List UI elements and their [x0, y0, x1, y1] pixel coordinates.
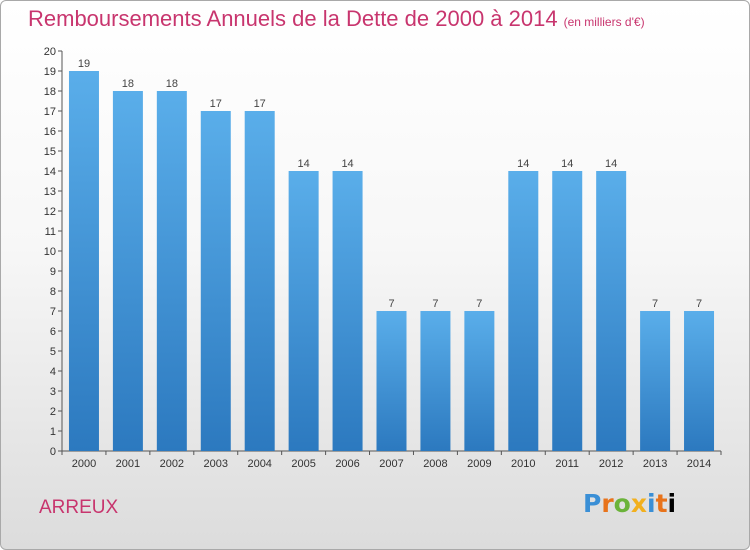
- y-tick-label: 15: [44, 146, 56, 158]
- data-label: 18: [122, 78, 134, 90]
- x-tick-label: 2001: [116, 458, 140, 470]
- data-label: 7: [476, 298, 482, 310]
- bar: [244, 111, 275, 451]
- y-tick-label: 18: [44, 86, 56, 98]
- x-tick-label: 2003: [204, 458, 228, 470]
- value-labels: 19 18 18 17 17 14 14 7 7 7 14 14 14 7 7: [78, 58, 702, 310]
- bar: [596, 171, 627, 451]
- y-tick-label: 7: [50, 306, 56, 318]
- bars: [68, 71, 715, 451]
- bar: [68, 71, 99, 451]
- chart-title: Remboursements Annuels de la Dette de 20…: [28, 6, 645, 32]
- x-tick-label: 2008: [423, 458, 447, 470]
- data-label: 14: [561, 158, 573, 170]
- y-tick-label: 19: [44, 66, 56, 78]
- x-tick-label: 2004: [247, 458, 271, 470]
- bar: [640, 311, 671, 451]
- logo-letter: o: [613, 489, 631, 518]
- data-label: 19: [78, 58, 90, 70]
- y-tick-label: 1: [50, 426, 56, 438]
- x-tick-label: 2005: [291, 458, 315, 470]
- y-tick-label: 3: [50, 386, 56, 398]
- title-text: Remboursements Annuels de la Dette de 20…: [28, 6, 558, 31]
- logo-letter: r: [601, 489, 614, 518]
- y-tick-label: 5: [50, 346, 56, 358]
- logo-letter: i: [667, 489, 677, 518]
- x-tick-label: 2007: [379, 458, 403, 470]
- logo-letter: t: [655, 489, 668, 518]
- bar: [200, 111, 231, 451]
- y-tick-label: 16: [44, 126, 56, 138]
- bar: [376, 311, 407, 451]
- bar: [112, 91, 143, 451]
- bar: [420, 311, 451, 451]
- data-label: 18: [166, 78, 178, 90]
- bar: [156, 91, 187, 451]
- proxiti-logo: Proxiti: [583, 489, 676, 518]
- x-tick-label: 2013: [643, 458, 667, 470]
- y-tick-label: 17: [44, 106, 56, 118]
- x-tick-label: 2011: [555, 458, 579, 470]
- x-tick-label: 2006: [335, 458, 359, 470]
- logo-letter: i: [647, 489, 656, 518]
- y-tick-label: 6: [50, 326, 56, 338]
- bar: [332, 171, 363, 451]
- bar: [684, 311, 715, 451]
- data-label: 14: [341, 158, 353, 170]
- x-tick-label: 2010: [511, 458, 535, 470]
- data-label: 14: [298, 158, 310, 170]
- data-label: 14: [605, 158, 617, 170]
- y-tick-label: 0: [50, 446, 56, 458]
- data-label: 7: [696, 298, 702, 310]
- data-label: 7: [432, 298, 438, 310]
- data-label: 7: [652, 298, 658, 310]
- x-tick-label: 2012: [599, 458, 623, 470]
- x-tick-label: 2014: [687, 458, 711, 470]
- unit-note: (en milliers d'€): [563, 15, 645, 29]
- y-tick-label: 10: [44, 246, 56, 258]
- bar: [508, 171, 539, 451]
- y-tick-label: 8: [50, 286, 56, 298]
- y-tick-label: 14: [44, 166, 56, 178]
- data-label: 17: [210, 98, 222, 110]
- bar: [552, 171, 583, 451]
- x-tick-label: 2009: [467, 458, 491, 470]
- data-label: 17: [254, 98, 266, 110]
- commune-name: ARREUX: [39, 497, 119, 518]
- y-tick-label: 9: [50, 266, 56, 278]
- bar: [464, 311, 495, 451]
- y-tick-label: 2: [50, 406, 56, 418]
- y-tick-label: 20: [44, 46, 56, 58]
- x-tick-label: 2002: [160, 458, 184, 470]
- y-tick-label: 11: [45, 226, 56, 238]
- x-tick-label: 2000: [72, 458, 96, 470]
- data-label: 7: [388, 298, 394, 310]
- logo-letter: P: [583, 489, 602, 518]
- y-tick-label: 4: [50, 366, 56, 378]
- y-tick-label: 13: [44, 186, 56, 198]
- y-tick-label: 12: [44, 206, 56, 218]
- bar: [288, 171, 319, 451]
- logo-letter: x: [630, 489, 647, 518]
- data-label: 14: [517, 158, 529, 170]
